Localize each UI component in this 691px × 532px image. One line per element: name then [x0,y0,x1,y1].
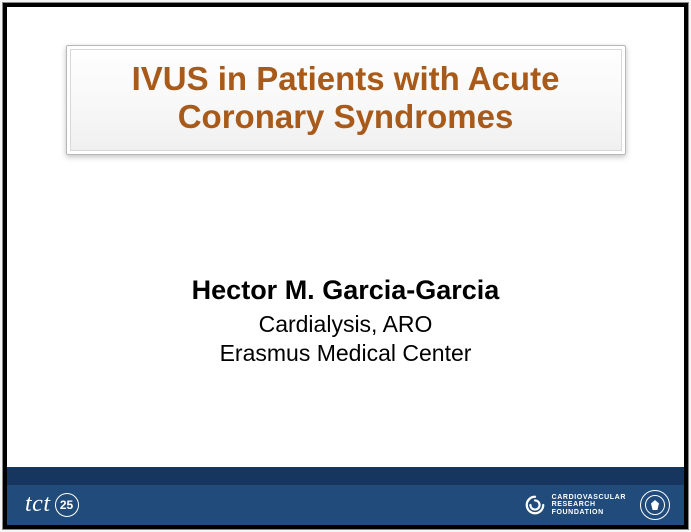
affiliation-1: Cardialysis, ARO [7,310,684,339]
slide-frame: IVUS in Patients with Acute Coronary Syn… [2,2,689,530]
slide-body: IVUS in Patients with Acute Coronary Syn… [7,7,684,525]
crf-text: CARDIOVASCULAR RESEARCH FOUNDATION [552,494,626,516]
tct-logo: tct 25 [25,491,79,519]
title-box: IVUS in Patients with Acute Coronary Syn… [66,45,626,155]
author-block: Hector M. Garcia-Garcia Cardialysis, ARO… [7,275,684,368]
crf-line-1: CARDIOVASCULAR [552,494,626,501]
crf-logo: CARDIOVASCULAR RESEARCH FOUNDATION [524,494,626,516]
affiliation-2: Erasmus Medical Center [7,339,684,368]
footer-bottom-band: tct 25 CARDIOVASCULAR RESEARCH FOUNDATIO… [7,485,684,525]
seal-inner-icon [651,500,659,510]
footer-right-logos: CARDIOVASCULAR RESEARCH FOUNDATION [524,490,670,520]
tct-text: tct [25,491,51,518]
footer: tct 25 CARDIOVASCULAR RESEARCH FOUNDATIO… [7,467,684,525]
tct-year-badge: 25 [55,493,79,517]
crf-swirl-icon [524,494,546,516]
crf-line-2: RESEARCH [552,501,626,508]
crf-line-3: FOUNDATION [552,509,626,516]
footer-top-band [7,467,684,485]
title-line-1: IVUS in Patients with Acute [87,60,605,98]
seal-icon [640,490,670,520]
title-line-2: Coronary Syndromes [87,98,605,136]
author-name: Hector M. Garcia-Garcia [7,275,684,306]
